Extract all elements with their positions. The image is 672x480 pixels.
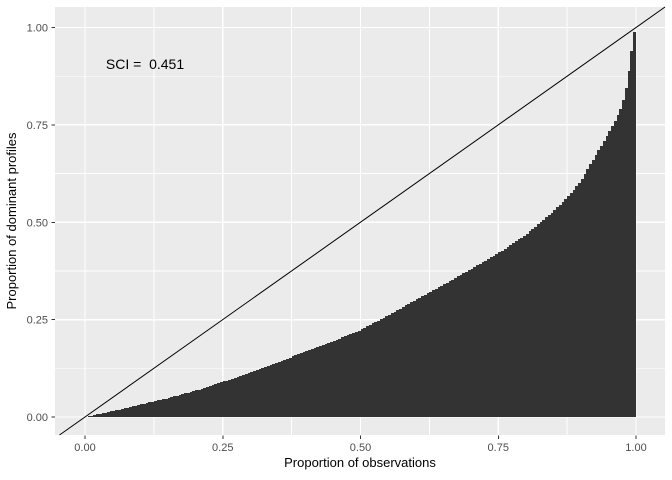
lorenz-bars: [88, 32, 636, 417]
x-axis-title: Proportion of observations: [284, 455, 436, 470]
x-tick-label: 0.75: [488, 442, 509, 454]
plot-graphics: 0.00 0.25 0.50 0.75 1.00 0.00 0.25 0.50 0.75 1.00: [27, 6, 666, 454]
x-tick-label: 0.00: [74, 442, 95, 454]
y-tick-label: 0.25: [27, 315, 48, 327]
sci-annotation: SCI = 0.451: [106, 56, 184, 72]
x-tick-label: 1.00: [625, 442, 646, 454]
x-tick-label: 0.25: [212, 442, 233, 454]
y-tick-label: 0.00: [27, 412, 48, 424]
equality-line: [59, 6, 666, 436]
x-tick-label: 0.50: [350, 442, 371, 454]
y-tick-label: 0.50: [27, 217, 48, 229]
y-tick-label: 1.00: [27, 23, 48, 35]
y-axis-title: Proportion of dominant profiles: [4, 132, 19, 310]
y-tick-label: 0.75: [27, 120, 48, 132]
